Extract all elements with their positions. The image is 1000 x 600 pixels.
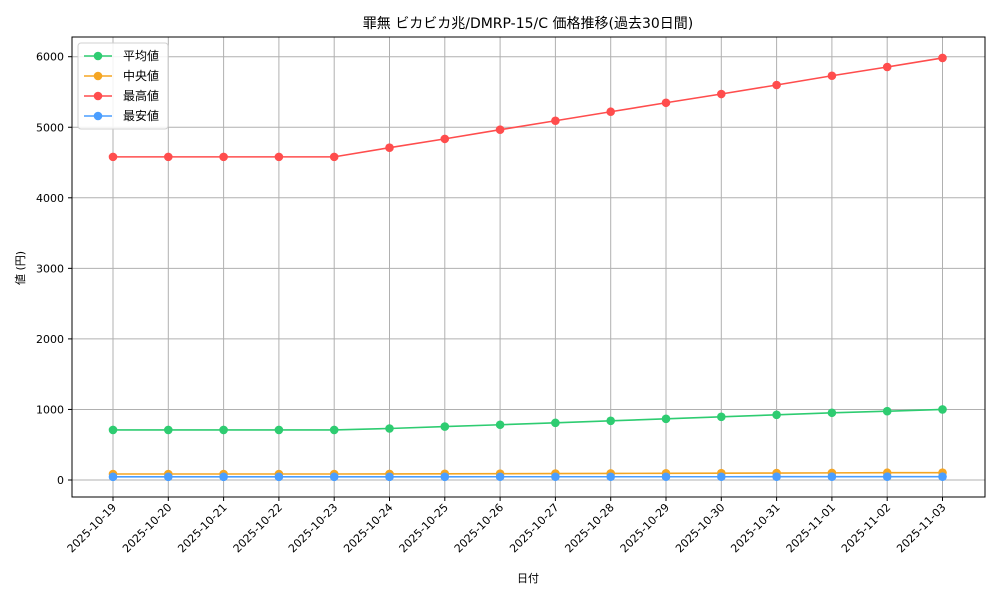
data-point [495, 420, 505, 430]
plot-frame [71, 36, 986, 498]
data-point [551, 116, 560, 126]
x-tick-label: 2025-10-29 [618, 501, 672, 555]
data-point [108, 152, 118, 162]
data-point [772, 80, 781, 90]
y-tick-label: 4000 [36, 192, 64, 205]
data-point [827, 408, 837, 418]
data-point [606, 472, 615, 482]
x-tick-label: 2025-10-24 [341, 501, 395, 555]
data-point [551, 418, 560, 428]
data-point [329, 472, 339, 482]
data-point [717, 472, 726, 482]
data-point [827, 71, 837, 81]
data-point [661, 98, 671, 108]
data-point [495, 472, 505, 482]
x-tick-label: 2025-10-23 [286, 501, 340, 555]
x-tick-label: 2025-10-22 [231, 501, 285, 555]
data-point [329, 152, 339, 162]
data-point [274, 152, 284, 162]
data-point [606, 107, 615, 117]
x-tick-label: 2025-11-03 [894, 501, 948, 555]
data-point [440, 472, 450, 482]
y-tick-label: 6000 [36, 51, 64, 64]
series-line [113, 408, 943, 431]
data-point [551, 472, 560, 482]
data-point [717, 89, 726, 99]
chart-title: 罪無 ビカビカ兆/DMRP-15/C 価格推移(過去30日間) [363, 16, 693, 32]
legend-marker-icon [93, 71, 103, 81]
x-tick-label: 2025-10-30 [673, 501, 727, 555]
x-tick-label: 2025-10-25 [397, 501, 451, 555]
x-tick-label: 2025-10-19 [65, 501, 119, 555]
data-point [882, 406, 892, 416]
series-0 [108, 405, 947, 435]
data-point [772, 410, 781, 420]
x-axis-ticks: 2025-10-19 2025-10-20 2025-10-21 2025-10-22… [65, 497, 949, 555]
y-tick-label: 2000 [36, 333, 64, 346]
legend-label: 中央値 [123, 68, 159, 83]
data-point [219, 152, 228, 162]
data-point [329, 425, 339, 435]
series-lines [108, 53, 947, 482]
legend-marker-icon [93, 91, 103, 101]
data-point [164, 472, 173, 482]
data-point [938, 405, 947, 414]
data-point [717, 412, 726, 422]
data-point [274, 472, 284, 482]
x-tick-label: 2025-10-28 [562, 501, 616, 555]
data-point [661, 414, 671, 424]
data-point [606, 416, 615, 426]
data-point [219, 472, 228, 482]
series-3 [108, 472, 947, 482]
data-point [882, 62, 892, 72]
x-tick-label: 2025-11-02 [839, 501, 893, 555]
data-point [108, 472, 118, 482]
data-point [827, 472, 837, 481]
y-tick-label: 3000 [36, 262, 64, 275]
x-tick-label: 2025-10-26 [452, 501, 506, 555]
series-2 [108, 53, 947, 162]
data-point [385, 424, 394, 433]
data-point [661, 472, 671, 482]
y-tick-label: 1000 [36, 403, 64, 416]
data-point [219, 425, 228, 435]
x-tick-label: 2025-10-20 [120, 501, 174, 555]
data-point [164, 425, 173, 435]
data-point [772, 472, 781, 481]
legend-label: 最安値 [123, 108, 159, 123]
legend-marker-icon [93, 51, 103, 61]
grid-lines [72, 37, 985, 497]
legend-box [77, 42, 169, 130]
legend-marker-icon [93, 111, 103, 121]
data-point [440, 134, 450, 144]
x-tick-label: 2025-11-01 [784, 501, 838, 555]
y-axis-ticks: 0 1000 2000 3000 4000 5000 6000 [36, 51, 72, 487]
series-line [113, 57, 943, 158]
legend-label: 最高値 [123, 88, 159, 103]
legend-label: 平均値 [123, 48, 159, 63]
x-axis-label: 日付 [517, 572, 539, 585]
data-point [385, 143, 394, 153]
data-point [385, 472, 394, 482]
series-line [113, 471, 943, 475]
data-point [274, 425, 284, 435]
x-tick-label: 2025-10-21 [175, 501, 229, 555]
x-tick-label: 2025-10-31 [728, 501, 782, 555]
y-tick-label: 5000 [36, 121, 64, 134]
data-point [164, 152, 173, 162]
data-point [495, 125, 505, 135]
data-point [938, 472, 947, 481]
x-tick-label: 2025-10-27 [507, 501, 561, 555]
data-point [440, 422, 450, 431]
data-point [882, 472, 892, 481]
y-axis-label: 値 (円) [14, 251, 27, 285]
y-tick-label: 0 [57, 474, 64, 487]
data-point [938, 53, 947, 63]
data-point [108, 425, 118, 435]
